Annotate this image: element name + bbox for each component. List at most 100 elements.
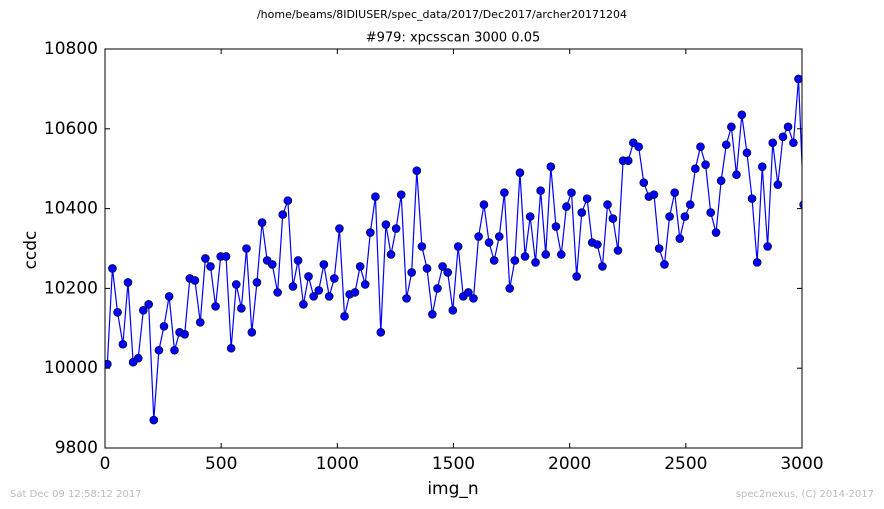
marker bbox=[794, 74, 802, 84]
marker bbox=[634, 142, 643, 152]
marker bbox=[515, 168, 525, 177]
marker bbox=[360, 280, 370, 289]
marker bbox=[696, 142, 705, 152]
marker bbox=[742, 148, 752, 158]
marker bbox=[108, 264, 117, 273]
marker bbox=[582, 194, 592, 203]
footer-left: Sat Dec 09 12:58:12 2017 bbox=[10, 489, 142, 500]
marker bbox=[474, 232, 483, 241]
marker bbox=[144, 300, 153, 309]
marker bbox=[593, 240, 602, 249]
marker bbox=[701, 160, 710, 170]
marker bbox=[195, 318, 205, 327]
y-axis-label: ccdc bbox=[21, 231, 41, 270]
marker bbox=[133, 353, 143, 363]
marker bbox=[314, 286, 324, 295]
marker bbox=[443, 268, 452, 277]
marker bbox=[768, 138, 778, 148]
marker bbox=[139, 306, 148, 315]
marker bbox=[299, 300, 308, 309]
marker bbox=[391, 224, 401, 233]
marker bbox=[551, 222, 561, 231]
y-tick-label: 10200 bbox=[44, 278, 98, 298]
marker bbox=[417, 242, 427, 251]
plot-area bbox=[105, 74, 802, 425]
marker bbox=[531, 258, 540, 267]
marker bbox=[226, 343, 236, 353]
marker bbox=[438, 262, 447, 271]
marker bbox=[639, 178, 649, 187]
marker bbox=[711, 228, 721, 237]
marker bbox=[660, 260, 669, 269]
marker bbox=[453, 242, 463, 251]
marker bbox=[685, 200, 695, 209]
marker bbox=[469, 294, 478, 303]
marker bbox=[479, 200, 489, 209]
marker bbox=[598, 262, 607, 271]
marker bbox=[180, 329, 189, 339]
y-tick-label: 10600 bbox=[44, 119, 98, 139]
marker bbox=[727, 122, 736, 132]
marker bbox=[309, 292, 318, 301]
marker bbox=[716, 176, 726, 185]
marker bbox=[562, 202, 571, 211]
marker bbox=[721, 140, 731, 150]
plot-frame bbox=[104, 48, 803, 449]
marker bbox=[267, 260, 277, 269]
marker bbox=[350, 288, 360, 297]
chart-subtitle: #979: xpcsscan 3000 0.05 bbox=[366, 31, 541, 46]
marker bbox=[747, 194, 757, 203]
marker bbox=[278, 210, 288, 219]
y-tick-label: 10800 bbox=[44, 39, 98, 59]
marker bbox=[422, 264, 432, 273]
x-tick-label: 1000 bbox=[316, 454, 359, 474]
marker bbox=[304, 272, 313, 281]
marker bbox=[149, 415, 159, 425]
marker bbox=[536, 186, 545, 195]
marker bbox=[288, 282, 298, 291]
chart-title: /home/beams/8IDIUSER/spec_data/2017/Dec2… bbox=[257, 8, 627, 21]
marker bbox=[376, 327, 386, 337]
marker bbox=[680, 212, 690, 221]
marker bbox=[448, 306, 458, 315]
marker bbox=[355, 262, 365, 271]
marker bbox=[293, 256, 303, 265]
marker bbox=[154, 345, 164, 355]
marker bbox=[670, 188, 679, 197]
marker bbox=[706, 208, 715, 217]
marker bbox=[330, 274, 339, 283]
marker bbox=[242, 244, 251, 253]
marker bbox=[520, 252, 530, 261]
marker bbox=[211, 302, 220, 311]
marker bbox=[500, 188, 509, 197]
marker bbox=[283, 196, 293, 205]
footer-right: spec2nexus, (C) 2014-2017 bbox=[736, 489, 874, 500]
marker bbox=[396, 190, 406, 199]
x-tick-label: 1500 bbox=[432, 454, 475, 474]
x-tick-label: 500 bbox=[205, 454, 237, 474]
marker bbox=[665, 212, 674, 221]
marker bbox=[159, 322, 169, 331]
marker bbox=[623, 156, 633, 166]
x-tick-label: 2000 bbox=[548, 454, 591, 474]
marker bbox=[123, 278, 133, 287]
marker bbox=[324, 292, 334, 301]
marker bbox=[319, 260, 329, 269]
marker bbox=[752, 258, 762, 267]
x-tick-label: 2500 bbox=[664, 454, 707, 474]
x-axis-label: img_n bbox=[427, 479, 478, 499]
y-tick-label: 10400 bbox=[44, 199, 98, 219]
marker bbox=[773, 180, 783, 189]
y-tick-label: 9800 bbox=[55, 438, 98, 458]
marker bbox=[577, 208, 587, 217]
marker bbox=[757, 162, 767, 172]
marker bbox=[381, 220, 391, 229]
marker bbox=[567, 188, 576, 197]
series-group bbox=[105, 74, 802, 425]
marker bbox=[118, 339, 128, 349]
marker bbox=[340, 312, 349, 321]
marker bbox=[494, 232, 504, 241]
marker bbox=[675, 234, 685, 243]
